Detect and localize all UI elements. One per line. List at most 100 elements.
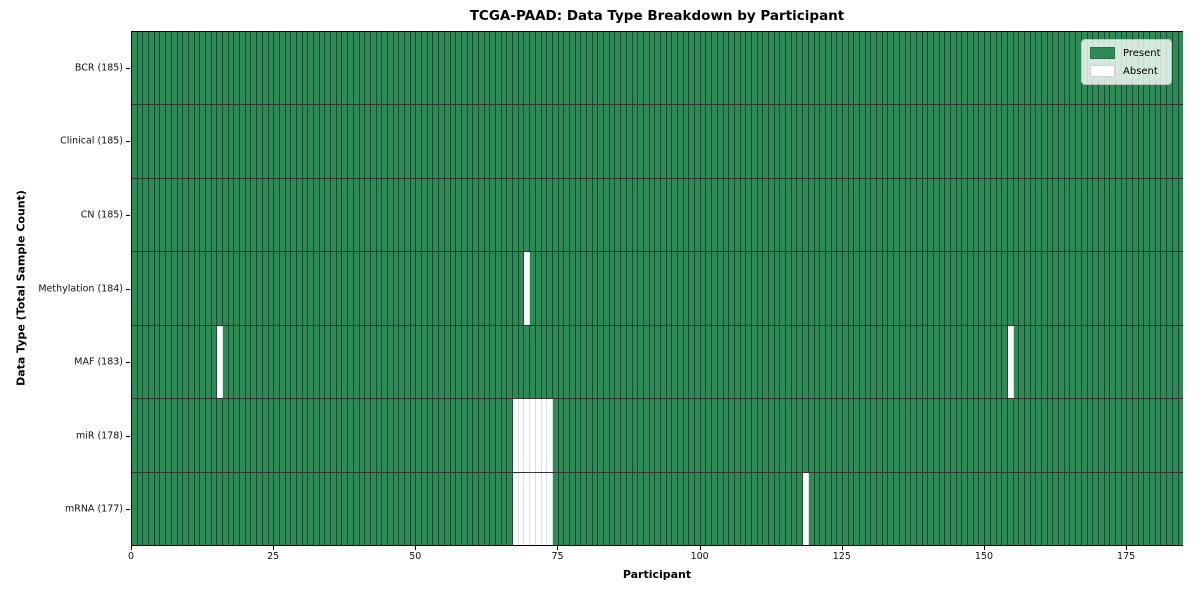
heatmap-cell xyxy=(956,105,963,178)
heatmap-cell xyxy=(678,32,684,105)
heatmap-cell xyxy=(1059,252,1065,325)
heatmap-cell xyxy=(1087,399,1094,472)
heatmap-cell xyxy=(1150,252,1156,325)
heatmap-cell xyxy=(205,325,212,399)
heatmap-cell xyxy=(609,472,616,545)
heatmap-cell xyxy=(581,105,587,178)
heatmap-cell xyxy=(530,105,536,178)
heatmap-cell xyxy=(928,105,934,178)
heatmap-cell xyxy=(649,105,656,178)
heatmap-cell xyxy=(706,32,713,105)
heatmap-cell xyxy=(291,472,297,545)
x-tick-label: 75 xyxy=(551,551,564,562)
heatmap-cell xyxy=(279,32,286,105)
heatmap-cell xyxy=(365,178,371,252)
heatmap-cell xyxy=(922,325,929,399)
heatmap-cell xyxy=(399,178,405,252)
heatmap-cell xyxy=(780,178,787,252)
y-axis-label: Data Type (Total Sample Count) xyxy=(14,190,28,386)
heatmap-cell xyxy=(433,178,440,252)
heatmap-cell xyxy=(183,32,189,105)
y-tick-mark xyxy=(126,435,130,437)
heatmap-cell xyxy=(376,105,383,178)
heatmap-cell xyxy=(763,105,769,178)
heatmap-cell xyxy=(353,105,360,178)
heatmap-cell xyxy=(911,252,917,325)
heatmap-cell xyxy=(149,472,155,545)
heatmap-cell xyxy=(632,252,639,325)
heatmap-cell xyxy=(262,472,269,545)
heatmap-cell xyxy=(638,105,644,178)
y-tick-label: miR (178) xyxy=(75,430,123,442)
heatmap-cell xyxy=(837,178,843,252)
heatmap-cell xyxy=(968,252,974,325)
heatmap-cell xyxy=(797,32,804,105)
heatmap-cell xyxy=(655,32,661,105)
heatmap-cell xyxy=(1007,472,1014,545)
heatmap-cell xyxy=(535,472,542,545)
heatmap-cell xyxy=(387,325,394,399)
heatmap-cell xyxy=(251,252,258,325)
heatmap-cell xyxy=(786,105,792,178)
heatmap-cell xyxy=(723,32,730,105)
heatmap-cell xyxy=(433,32,440,105)
heatmap-cell xyxy=(1047,105,1054,178)
heatmap-cell xyxy=(877,105,883,178)
heatmap-cell xyxy=(706,105,713,178)
heatmap-cell xyxy=(695,32,701,105)
heatmap-cell xyxy=(427,252,434,325)
heatmap-cell xyxy=(865,325,872,399)
heatmap-cell xyxy=(530,325,536,399)
heatmap-cell xyxy=(643,178,650,252)
heatmap-cell xyxy=(427,32,434,105)
heatmap-cell xyxy=(905,252,912,325)
heatmap-cell xyxy=(996,472,1003,545)
heatmap-cell xyxy=(427,178,434,252)
heatmap-cell xyxy=(814,252,821,325)
heatmap-cell xyxy=(945,399,951,472)
heatmap-cell xyxy=(137,252,144,325)
heatmap-cell xyxy=(1070,178,1077,252)
heatmap-cell xyxy=(427,105,434,178)
heatmap-cell xyxy=(149,252,155,325)
heatmap-cell xyxy=(683,399,690,472)
heatmap-cell xyxy=(825,472,832,545)
heatmap-cell xyxy=(746,178,752,252)
heatmap-cell xyxy=(837,472,843,545)
heatmap-cell xyxy=(632,32,639,105)
heatmap-cell xyxy=(228,105,235,178)
heatmap-cell xyxy=(205,32,212,105)
heatmap-cell xyxy=(365,325,371,399)
heatmap-cell xyxy=(1172,178,1179,252)
x-tick-mark xyxy=(841,546,843,550)
heatmap-cell xyxy=(348,252,354,325)
heatmap-cell xyxy=(331,32,337,105)
heatmap-cell xyxy=(1070,252,1077,325)
heatmap-cell xyxy=(1167,399,1173,472)
heatmap-cell xyxy=(962,178,969,252)
heatmap-cell xyxy=(786,399,792,472)
heatmap-cell xyxy=(649,472,656,545)
heatmap-cell xyxy=(746,472,752,545)
heatmap-cell xyxy=(359,325,366,399)
heatmap-cell xyxy=(712,472,718,545)
heatmap-cell xyxy=(939,32,946,105)
heatmap-cell xyxy=(1104,252,1111,325)
heatmap-cell xyxy=(1030,32,1037,105)
heatmap-cell xyxy=(285,399,292,472)
heatmap-cell xyxy=(524,399,531,472)
heatmap-cell xyxy=(228,325,235,399)
heatmap-cell xyxy=(308,105,314,178)
heatmap-cell xyxy=(439,472,445,545)
heatmap-cell xyxy=(1019,399,1025,472)
heatmap-cell xyxy=(1087,178,1094,252)
heatmap-cell xyxy=(166,399,172,472)
heatmap-cell xyxy=(854,472,860,545)
heatmap-cell xyxy=(240,472,246,545)
heatmap-cell xyxy=(854,252,860,325)
heatmap-cell xyxy=(899,252,906,325)
heatmap-cell xyxy=(1155,325,1162,399)
heatmap-cell xyxy=(547,32,553,105)
heatmap-cell xyxy=(1155,399,1162,472)
heatmap-cell xyxy=(279,472,286,545)
